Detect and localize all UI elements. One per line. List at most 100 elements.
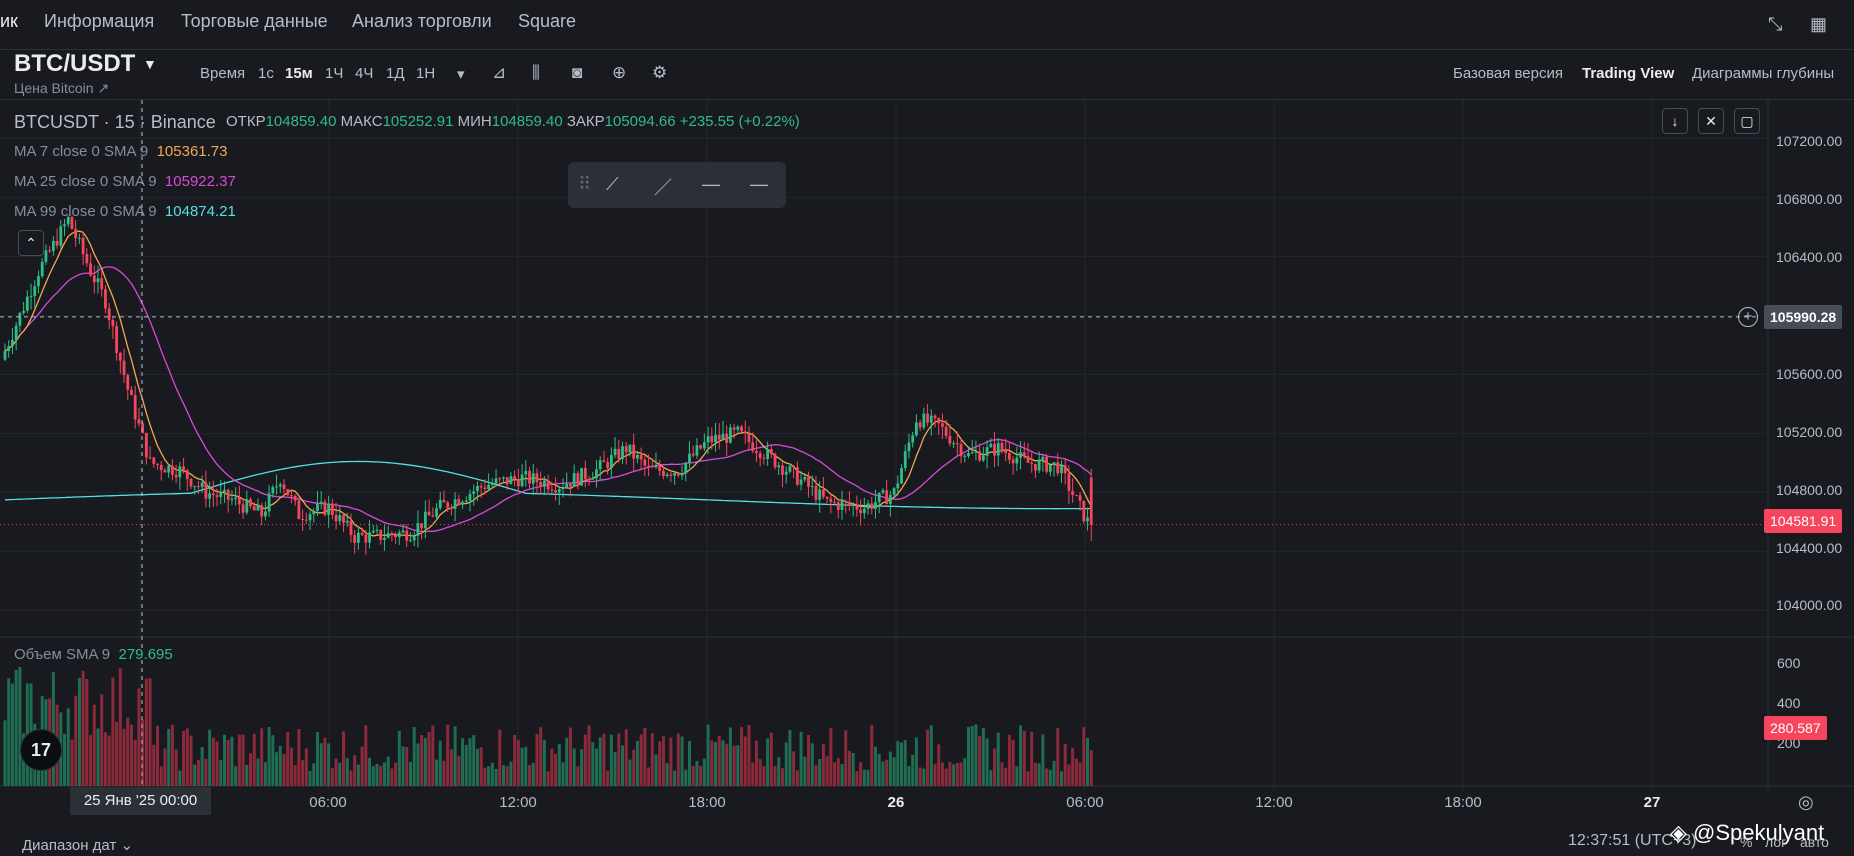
indicators-icon[interactable]: ⊿ [492,63,507,82]
candle-body [267,493,271,512]
volume-bar [96,728,100,786]
candle-body [591,478,595,480]
volume-bar [780,768,784,786]
symbol-pair[interactable]: BTC/USDT [14,50,136,77]
candle-body [948,435,952,444]
candle-body [807,477,810,487]
horizontal-ray-icon[interactable]: — [702,174,720,194]
nav-tab-trading-data[interactable]: Торговые данные [181,11,328,31]
candle-body [576,473,580,486]
grid-icon[interactable]: ▦ [1810,14,1828,34]
candle-body [632,444,636,459]
candle-body [699,445,703,449]
view-tradingview[interactable]: Trading View [1582,65,1675,82]
volume-bar [382,762,386,786]
ray-line-icon[interactable]: ／ [654,178,672,198]
candle-body [461,501,464,505]
volume-bar [442,760,446,786]
candle-body [844,501,848,503]
volume-bar [85,678,89,786]
tradingview-logo-icon[interactable]: 17 [20,729,62,771]
symbol-subtitle-link[interactable]: Цена Bitcoin ↗ [14,80,110,96]
watermark-text: @Spekulyant [1693,820,1825,845]
volume-bar [308,770,312,786]
volume-bar [784,742,788,786]
camera-icon[interactable]: ◙ [572,63,583,82]
nav-tab-partial[interactable]: ик [0,11,18,31]
trend-line-icon[interactable]: ⟋ [606,174,619,194]
volume-bar [673,770,677,786]
candle-body [383,537,386,540]
timeframe-1s[interactable]: 1с [258,65,274,82]
volume-bar [844,730,848,786]
nav-tab-trade-analysis[interactable]: Анализ торговли [352,11,492,31]
volume-bar [63,733,67,786]
candle-body [464,500,468,502]
volume-bar [453,726,457,786]
volume-bar [773,766,777,786]
candle-body [7,346,11,351]
volume-bar [803,756,807,786]
plus-circle-icon[interactable]: ⊕ [612,63,627,82]
candle-body [587,479,591,481]
collapse-button[interactable]: ✕ [1698,108,1724,134]
collapse-arrows-icon[interactable]: ⤡ [1768,14,1783,34]
volume-bar [814,765,818,786]
nav-tab-square[interactable]: Square [518,11,577,31]
horizontal-line-icon[interactable]: ― [750,174,768,194]
volume-bar [728,727,732,786]
volume-bar [948,761,952,786]
timeframe-1d[interactable]: 1Д [386,65,405,82]
candles-icon[interactable]: ⫼ [532,63,540,82]
volume-bar [955,762,959,786]
volume-bar [70,739,74,786]
gear-icon[interactable]: ⚙ [652,63,668,82]
candle-body [189,478,193,487]
add-alert-icon[interactable]: + [1738,307,1758,327]
volume-bar [204,758,208,786]
volume-bar [628,759,632,786]
volume-bar [888,751,892,786]
scroll-down-button[interactable]: ↓ [1662,108,1688,134]
candle-body [598,460,602,470]
more-timeframes-icon[interactable]: ▾ [457,66,465,83]
candle-body [907,442,911,452]
drag-handle-icon[interactable]: ⠿ [578,174,592,194]
volume-bar [1048,769,1052,786]
view-basic[interactable]: Базовая версия [1453,65,1563,82]
timeframe-1w[interactable]: 1Н [416,65,436,82]
percent-toggle[interactable]: % [1740,834,1753,850]
volume-bar [330,768,334,786]
log-toggle[interactable]: лог [1765,834,1787,850]
volume-bar [334,758,338,786]
reset-button[interactable]: ▢ [1734,108,1760,134]
timeframe-15m[interactable]: 15м [285,65,313,82]
candle-body [107,308,111,321]
volume-bar [963,758,967,786]
candle-body [472,491,476,494]
auto-toggle[interactable]: авто [1800,834,1829,850]
candle-body [394,535,397,538]
timeframe-1h[interactable]: 1Ч [325,65,344,82]
timeframe-4h[interactable]: 4Ч [355,65,374,82]
volume-bar [535,734,539,786]
volume-bar [580,749,584,786]
volume-bar [907,766,911,786]
price-chart[interactable] [0,100,1854,790]
nav-tab-info[interactable]: Информация [44,11,155,31]
candle-body [710,436,714,443]
volume-bar [271,735,275,786]
chevron-down-icon[interactable]: ▼ [143,56,157,72]
settings-icon[interactable]: ◎ [1798,792,1814,812]
open-value: 104859.40 [265,113,337,130]
collapse-legend-button[interactable]: ⌃ [18,230,44,256]
volume-bar [137,688,141,786]
candle-body [996,442,1000,456]
candle-body [208,493,211,499]
candle-body [334,515,338,522]
date-range-button[interactable]: Диапазон дат ⌄ [22,837,134,854]
candle-body [1037,459,1041,471]
candle-body [1030,462,1034,464]
view-depth[interactable]: Диаграммы глубины [1692,65,1835,82]
candle-body [769,449,773,455]
